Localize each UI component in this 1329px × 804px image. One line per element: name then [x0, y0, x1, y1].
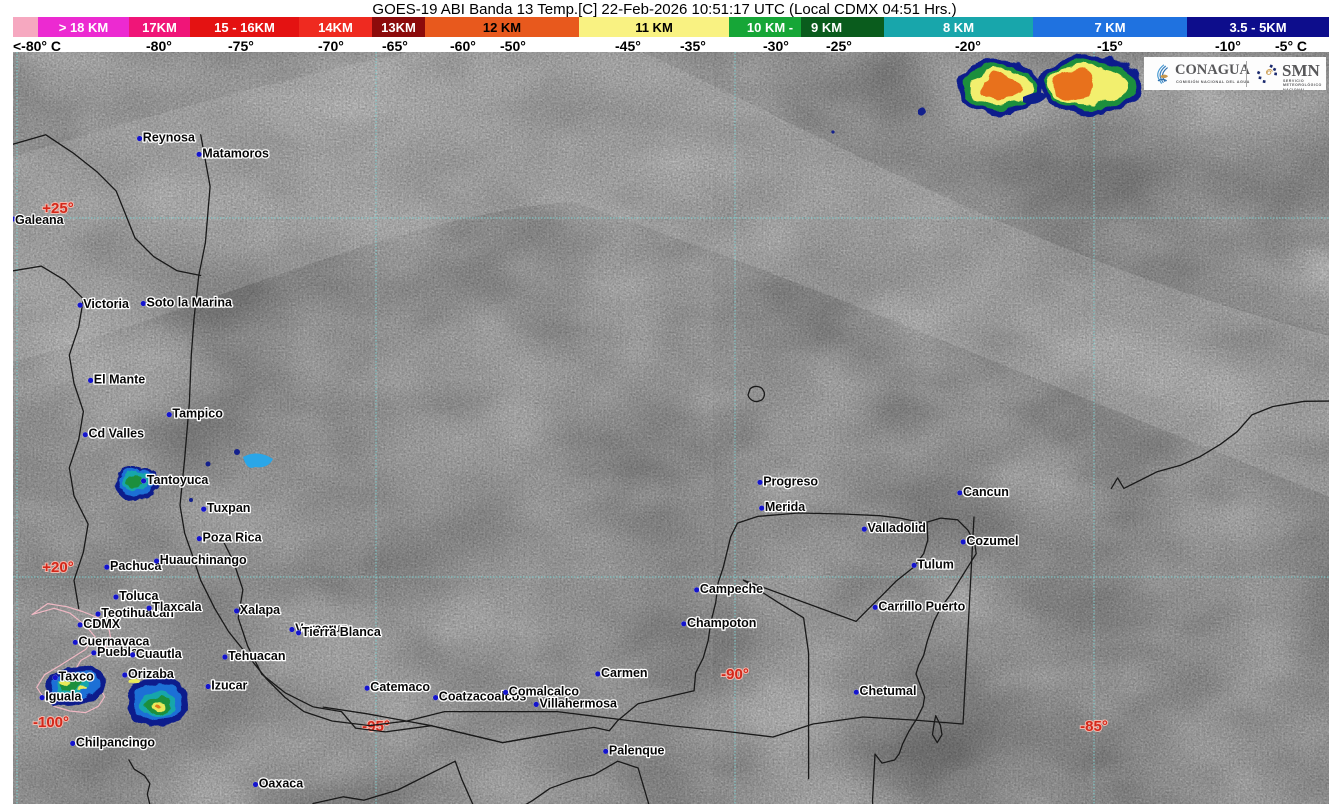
- svg-text:Matamoros: Matamoros: [202, 146, 269, 160]
- svg-text:Izucar: Izucar: [211, 679, 247, 693]
- svg-text:Valladolid: Valladolid: [868, 521, 926, 535]
- svg-text:Carmen: Carmen: [601, 666, 648, 680]
- svg-text:Palenque: Palenque: [609, 743, 665, 757]
- svg-text:-85°: -85°: [1080, 718, 1108, 735]
- svg-text:Tampico: Tampico: [172, 407, 223, 421]
- svg-text:Poza Rica: Poza Rica: [203, 531, 263, 545]
- svg-text:Carrillo Puerto: Carrillo Puerto: [878, 599, 965, 613]
- svg-text:Galeana: Galeana: [15, 213, 65, 227]
- svg-text:Progreso: Progreso: [763, 474, 818, 488]
- svg-text:Iguala: Iguala: [45, 690, 82, 704]
- svg-text:CDMX: CDMX: [83, 617, 120, 631]
- svg-text:Chetumal: Chetumal: [860, 684, 917, 698]
- svg-text:+20°: +20°: [42, 559, 73, 576]
- svg-text:-90°: -90°: [721, 666, 749, 683]
- svg-text:Tantoyuca: Tantoyuca: [147, 473, 210, 487]
- svg-text:Reynosa: Reynosa: [143, 131, 196, 145]
- svg-text:Tehuacan: Tehuacan: [228, 649, 285, 663]
- svg-text:Cuautla: Cuautla: [136, 647, 183, 661]
- svg-text:Soto la Marina: Soto la Marina: [147, 296, 233, 310]
- svg-text:Huauchinango: Huauchinango: [160, 553, 247, 567]
- svg-text:Campeche: Campeche: [700, 582, 763, 596]
- svg-text:Tulum: Tulum: [917, 557, 954, 571]
- svg-text:Villahermosa: Villahermosa: [539, 696, 618, 710]
- svg-text:Cozumel: Cozumel: [966, 534, 1018, 548]
- svg-text:Chilpancingo: Chilpancingo: [76, 735, 156, 749]
- svg-text:Tierra Blanca: Tierra Blanca: [302, 625, 382, 639]
- svg-text:Victoria: Victoria: [83, 297, 130, 311]
- svg-text:El Mante: El Mante: [94, 372, 145, 386]
- svg-text:Champoton: Champoton: [687, 616, 756, 630]
- svg-text:Cd Valles: Cd Valles: [89, 427, 145, 441]
- svg-text:Taxco: Taxco: [59, 670, 95, 684]
- svg-text:Catemaco: Catemaco: [370, 680, 430, 694]
- svg-text:-100°: -100°: [33, 714, 69, 731]
- svg-text:Cancun: Cancun: [963, 485, 1009, 499]
- svg-text:Orizaba: Orizaba: [128, 667, 175, 681]
- svg-text:Tlaxcala: Tlaxcala: [152, 600, 202, 614]
- svg-text:Tuxpan: Tuxpan: [207, 501, 251, 515]
- svg-text:Merida: Merida: [765, 500, 806, 514]
- svg-text:Xalapa: Xalapa: [240, 603, 281, 617]
- svg-text:Oaxaca: Oaxaca: [259, 777, 305, 791]
